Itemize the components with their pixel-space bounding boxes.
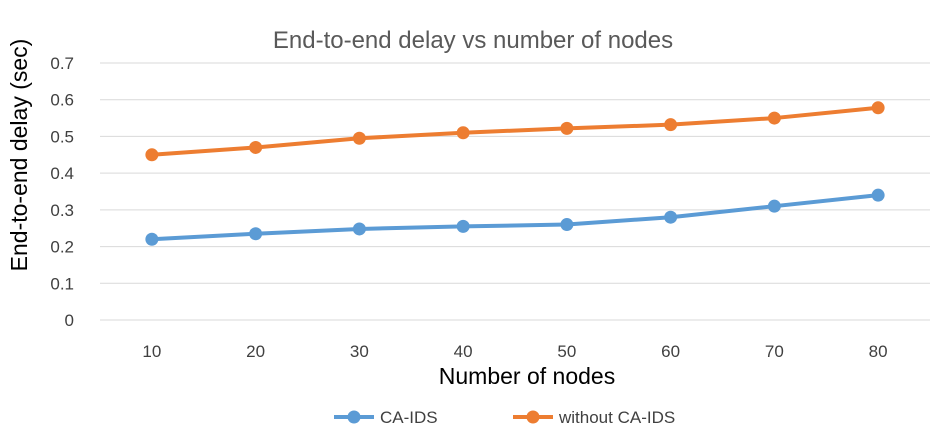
data-point xyxy=(145,148,159,162)
x-tick-label: 20 xyxy=(246,342,265,361)
data-point xyxy=(767,111,781,125)
data-point xyxy=(249,140,263,154)
gridlines xyxy=(100,62,930,321)
series-line xyxy=(149,193,881,242)
chart-title: End-to-end delay vs number of nodes xyxy=(273,27,673,54)
legend-entry: CA-IDS xyxy=(334,408,438,427)
data-point xyxy=(664,210,678,224)
data-point xyxy=(456,219,470,233)
x-tick-label: 50 xyxy=(557,342,576,361)
y-axis-ticks: 0 0.1 0.2 0.3 0.4 0.5 0.6 0.7 xyxy=(50,54,74,330)
y-tick-label: 0.1 xyxy=(50,274,74,293)
legend-label: CA-IDS xyxy=(380,408,438,427)
y-tick-label: 0.2 xyxy=(50,238,74,257)
y-tick-label: 0.3 xyxy=(50,201,74,220)
data-point xyxy=(560,218,574,232)
x-tick-label: 10 xyxy=(142,342,161,361)
data-point xyxy=(871,188,885,202)
x-tick-label: 70 xyxy=(765,342,784,361)
x-tick-label: 60 xyxy=(661,342,680,361)
data-point xyxy=(456,126,470,140)
y-tick-label: 0 xyxy=(65,311,74,330)
y-tick-label: 0.6 xyxy=(50,91,74,110)
data-point xyxy=(352,222,366,236)
x-tick-label: 40 xyxy=(454,342,473,361)
legend-swatch-marker xyxy=(347,410,361,424)
data-point xyxy=(871,101,885,115)
legend-swatch-marker xyxy=(526,410,540,424)
x-axis-title: Number of nodes xyxy=(439,363,615,389)
legend-label: without CA-IDS xyxy=(558,408,675,427)
y-tick-label: 0.4 xyxy=(50,164,74,183)
series-line xyxy=(149,105,881,157)
data-point xyxy=(767,199,781,213)
data-point xyxy=(352,131,366,145)
y-tick-label: 0.7 xyxy=(50,54,74,73)
data-point xyxy=(560,121,574,135)
data-point xyxy=(249,227,263,241)
data-point xyxy=(664,118,678,132)
series-1 xyxy=(145,188,885,246)
x-tick-label: 80 xyxy=(869,342,888,361)
x-axis-ticks: 10 20 30 40 50 60 70 80 xyxy=(142,342,887,361)
x-tick-label: 30 xyxy=(350,342,369,361)
series-2 xyxy=(145,101,885,162)
legend-entry: without CA-IDS xyxy=(513,408,675,427)
y-axis-title: End-to-end delay (sec) xyxy=(6,39,32,272)
y-tick-label: 0.5 xyxy=(50,127,74,146)
data-point xyxy=(145,232,159,246)
legend: CA-IDS without CA-IDS xyxy=(334,408,675,427)
series-group xyxy=(145,101,885,246)
